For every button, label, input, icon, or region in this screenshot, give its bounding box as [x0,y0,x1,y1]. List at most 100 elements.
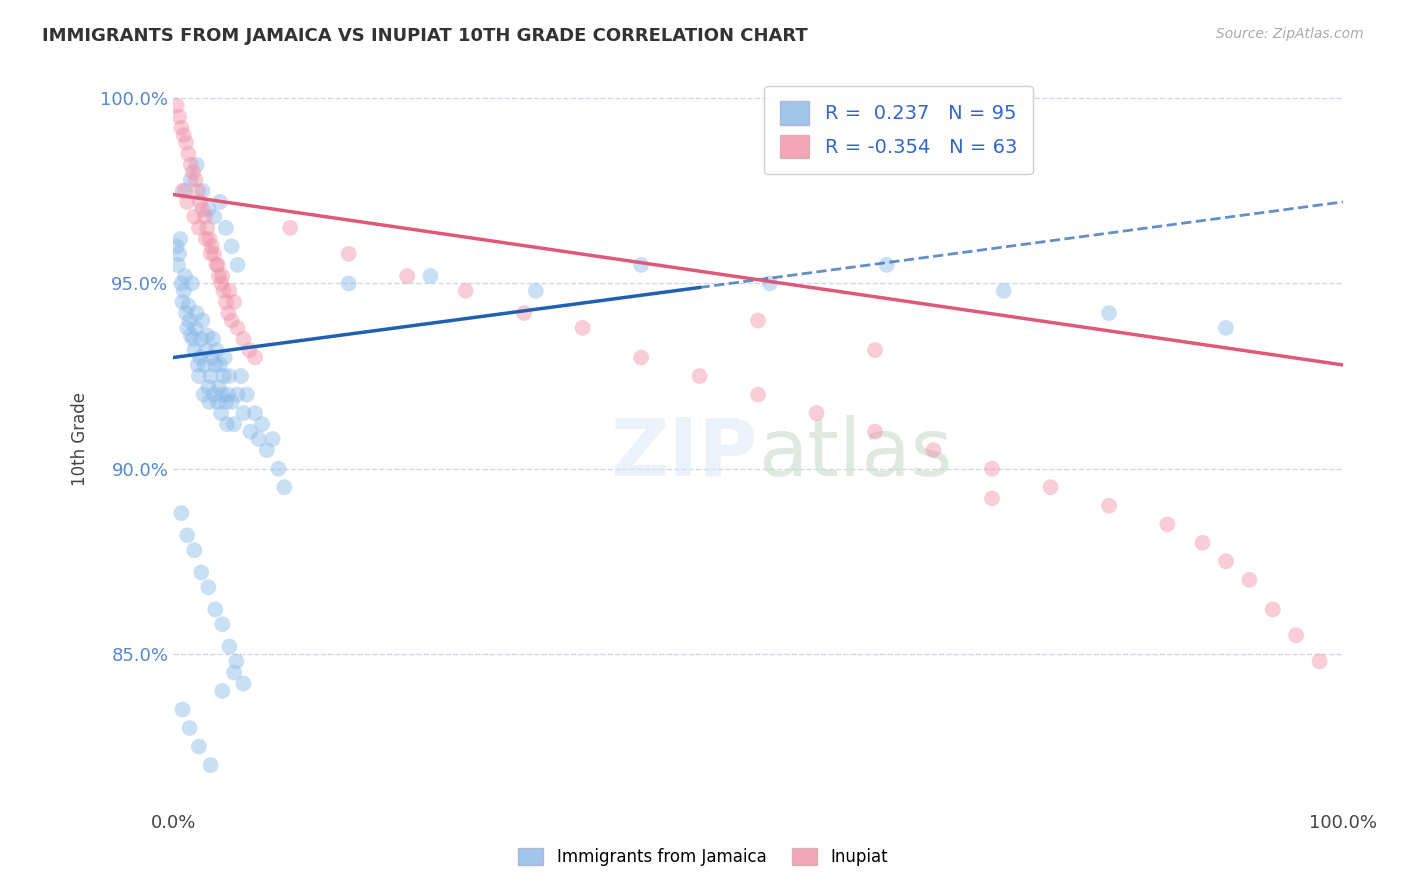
Point [232,676,254,690]
Text: ZIP: ZIP [610,415,758,493]
Point [190,566,212,580]
Point [1191,535,1213,549]
Point [198,395,221,409]
Point [209,406,232,420]
Point [243,406,266,420]
Point [226,387,249,401]
Point [232,406,254,420]
Point [167,258,190,272]
Point [212,369,235,384]
Point [250,417,273,432]
Point [218,369,240,384]
Point [179,721,201,735]
Point [174,306,197,320]
Point [180,328,202,343]
Text: atlas: atlas [758,415,952,493]
Point [202,387,225,401]
Point [758,277,780,291]
Point [188,194,211,209]
Point [211,268,233,283]
Point [202,247,225,261]
Text: Source: ZipAtlas.com: Source: ZipAtlas.com [1216,27,1364,41]
Point [191,184,214,198]
Point [1039,480,1062,494]
Point [513,306,536,320]
Point [197,580,219,594]
Point [167,110,190,124]
Point [188,351,211,365]
Point [218,640,240,654]
Point [194,210,217,224]
Point [172,294,194,309]
Point [337,247,360,261]
Point [222,417,245,432]
Point [247,432,270,446]
Point [172,184,194,198]
Point [262,432,284,446]
Point [174,184,197,198]
Point [1309,654,1331,668]
Point [170,277,193,291]
Point [177,146,200,161]
Point [176,194,198,209]
Point [1215,321,1237,335]
Point [167,247,190,261]
Point [177,299,200,313]
Point [218,284,240,298]
Point [184,172,207,186]
Point [201,332,224,346]
Point [198,232,221,246]
Point [238,343,260,357]
Point [181,332,204,346]
Point [221,395,243,409]
Point [217,306,239,320]
Point [214,351,236,365]
Point [689,369,711,384]
Point [222,294,245,309]
Point [215,294,238,309]
Point [747,313,769,327]
Point [239,425,262,439]
Point [1239,573,1261,587]
Point [208,268,231,283]
Point [170,506,193,520]
Point [202,210,225,224]
Point [193,387,215,401]
Point [174,268,197,283]
Point [1098,306,1121,320]
Point [243,351,266,365]
Point [173,284,195,298]
Point [981,491,1004,506]
Point [229,369,252,384]
Point [190,332,212,346]
Point [221,239,243,253]
Point [166,98,188,112]
Point [211,684,233,698]
Point [876,258,898,272]
Point [205,343,228,357]
Point [176,321,198,335]
Point [187,220,209,235]
Point [180,158,202,172]
Point [1098,499,1121,513]
Point [1261,602,1284,616]
Point [278,220,301,235]
Point [201,351,224,365]
Point [180,172,202,186]
Point [212,284,235,298]
Point [1156,517,1178,532]
Point [186,158,208,172]
Point [571,321,593,335]
Point [187,739,209,754]
Point [863,425,886,439]
Point [194,232,217,246]
Point [181,277,204,291]
Point [166,239,188,253]
Point [226,321,249,335]
Point [197,202,219,217]
Point [204,358,226,372]
Point [806,406,828,420]
Point [209,277,232,291]
Point [197,380,219,394]
Point [184,321,207,335]
